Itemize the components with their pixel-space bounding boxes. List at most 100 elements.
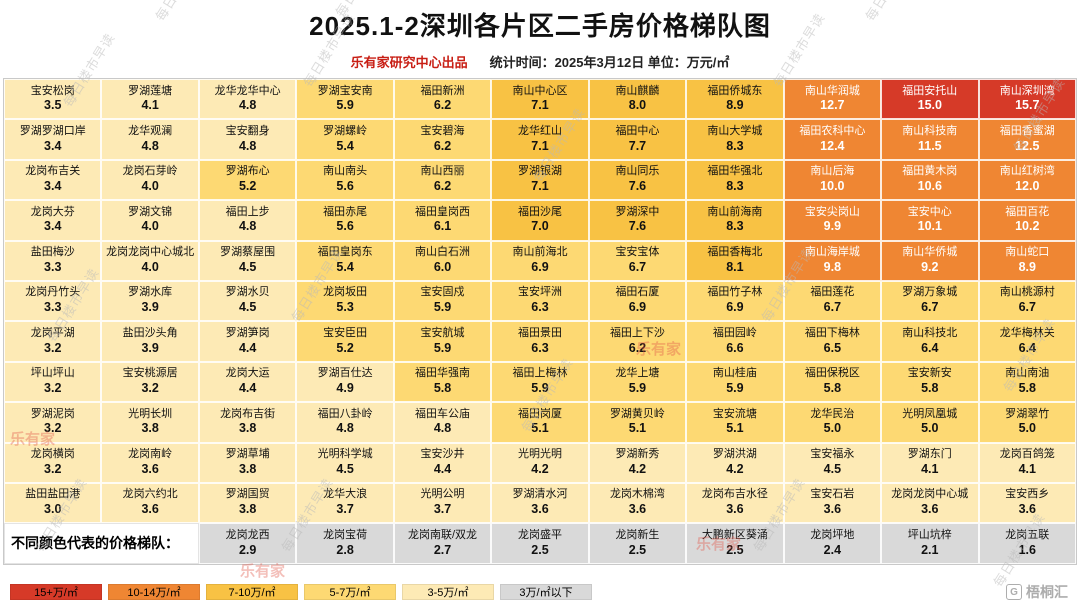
price-cell: 福田景田 6.3 xyxy=(491,321,589,362)
price-value: 12.5 xyxy=(1015,138,1040,153)
district-name: 龙华大浪 xyxy=(323,488,368,501)
district-name: 罗湖泥岗 xyxy=(30,407,75,420)
price-cell: 罗湖莲塘 4.1 xyxy=(101,79,199,120)
price-cell: 大鹏新区葵涌 2.5 xyxy=(686,523,784,564)
price-cell: 南山桂庙 5.9 xyxy=(686,361,784,403)
price-value: 7.1 xyxy=(531,138,549,153)
price-cell: 南山后海 10.0 xyxy=(783,159,882,201)
legend-chip: 7-10万/㎡ xyxy=(206,584,298,600)
district-name: 南山同乐 xyxy=(615,165,660,178)
price-value: 5.0 xyxy=(823,421,842,436)
district-name: 宝安新安 xyxy=(907,367,952,380)
district-name: 罗湖宝安南 xyxy=(317,84,373,97)
district-name: 罗湖水贝 xyxy=(225,286,270,299)
price-cell: 龙华民治 5.0 xyxy=(783,402,882,443)
price-cell: 福田八卦岭 4.8 xyxy=(296,402,394,443)
district-name: 龙岗布吉街 xyxy=(220,407,276,420)
price-cell: 南山大学城 8.3 xyxy=(686,119,784,160)
price-cell: 南山南头 5.6 xyxy=(296,159,394,201)
district-name: 宝安宝体 xyxy=(615,246,660,259)
price-cell: 龙岗平湖 3.2 xyxy=(4,321,102,362)
wutonghui-logo: G 梧桐汇 xyxy=(1006,582,1068,602)
price-cell: 福田上梅林 5.9 xyxy=(491,361,589,403)
district-name: 龙岗坂田 xyxy=(323,286,368,299)
price-value: 7.1 xyxy=(531,98,549,113)
district-name: 福田中心 xyxy=(615,124,660,137)
district-name: 罗湖万象城 xyxy=(902,286,958,299)
price-value: 6.9 xyxy=(628,300,647,315)
price-value: 4.4 xyxy=(433,461,452,476)
price-cell: 光明公明 3.7 xyxy=(393,482,492,524)
price-value: 2.4 xyxy=(823,542,842,557)
district-name: 宝安固戍 xyxy=(420,286,465,299)
price-value: 3.7 xyxy=(433,502,452,517)
price-cell: 盐田沙头角 3.9 xyxy=(101,321,199,362)
district-name: 福田下梅林 xyxy=(804,326,860,339)
price-value: 10.6 xyxy=(917,179,942,194)
district-name: 龙岗南联/双龙 xyxy=(408,528,478,541)
price-cell: 罗湖黄贝岭 5.1 xyxy=(588,402,687,443)
price-value: 8.1 xyxy=(726,259,744,274)
price-cell: 南山前海北 6.9 xyxy=(491,240,589,281)
price-cell: 龙华上塘 5.9 xyxy=(588,361,687,403)
district-name: 宝安西乡 xyxy=(1005,488,1050,501)
district-name: 龙岗龙岗中心城 xyxy=(891,488,969,501)
district-name: 龙岗六约北 xyxy=(122,488,178,501)
price-cell: 宝安西乡 3.6 xyxy=(978,482,1076,524)
price-value: 4.8 xyxy=(238,138,257,153)
price-value: 6.6 xyxy=(726,340,744,355)
price-value: 5.9 xyxy=(628,380,647,395)
district-name: 盐田盐田港 xyxy=(25,488,81,501)
price-cell: 福田安托山 15.0 xyxy=(881,79,979,120)
price-value: 3.6 xyxy=(1018,502,1036,517)
price-value: 5.6 xyxy=(336,179,354,194)
price-value: 8.3 xyxy=(726,219,744,234)
price-value: 6.7 xyxy=(921,300,939,315)
price-value: 3.6 xyxy=(141,461,159,476)
price-value: 4.9 xyxy=(336,380,354,395)
price-value: 5.1 xyxy=(531,421,549,436)
price-value: 3.6 xyxy=(628,502,647,517)
price-value: 6.2 xyxy=(433,138,452,153)
district-name: 罗湖国贸 xyxy=(225,488,270,501)
price-cell: 南山西丽 6.2 xyxy=(393,159,492,201)
district-name: 龙岗五联 xyxy=(1005,528,1050,541)
price-value: 12.0 xyxy=(1015,179,1040,194)
district-name: 福田保税区 xyxy=(804,367,860,380)
price-value: 6.2 xyxy=(628,340,647,355)
district-name: 福田百花 xyxy=(1005,205,1050,218)
price-value: 4.2 xyxy=(628,461,647,476)
price-cell: 光明长圳 3.8 xyxy=(101,402,199,443)
price-value: 5.1 xyxy=(726,421,744,436)
price-cell: 罗湖宝安南 5.9 xyxy=(296,79,394,120)
district-name: 盐田沙头角 xyxy=(122,326,178,339)
district-name: 南山前海南 xyxy=(707,205,763,218)
price-cell: 罗湖清水河 3.6 xyxy=(491,482,589,524)
price-cell: 罗湖东门 4.1 xyxy=(881,442,979,483)
district-name: 龙华上塘 xyxy=(615,367,660,380)
price-cell: 宝安坪洲 6.3 xyxy=(491,280,589,322)
price-cell: 福田香蜜湖 12.5 xyxy=(978,119,1076,160)
price-value: 3.4 xyxy=(44,138,62,153)
district-name: 宝安中心 xyxy=(907,205,952,218)
price-value: 3.2 xyxy=(44,421,62,436)
price-cell: 龙岗南联/双龙 2.7 xyxy=(393,523,492,564)
district-name: 福田莲花 xyxy=(810,286,855,299)
price-cell: 罗湖文锦 4.0 xyxy=(101,200,199,241)
price-cell: 龙岗百鸽笼 4.1 xyxy=(978,442,1076,483)
price-value: 6.7 xyxy=(628,259,647,274)
district-name: 福田香梅北 xyxy=(707,246,763,259)
district-name: 福田安托山 xyxy=(902,84,958,97)
price-cell: 福田中心 7.7 xyxy=(588,119,687,160)
price-cell: 南山华润城 12.7 xyxy=(783,79,882,120)
district-name: 宝安福永 xyxy=(810,448,855,461)
price-value: 6.9 xyxy=(726,300,744,315)
price-value: 4.8 xyxy=(141,138,159,153)
price-value: 8.0 xyxy=(628,98,647,113)
price-cell: 福田百花 10.2 xyxy=(978,200,1076,241)
tier-legend: 15+万/㎡ 10-14万/㎡ 7-10万/㎡ 5-7万/㎡ 3-5万/㎡ 3万/㎡以下 xyxy=(10,584,592,600)
district-name: 龙岗平湖 xyxy=(30,326,75,339)
price-value: 5.4 xyxy=(336,138,354,153)
price-cell: 南山白石洲 6.0 xyxy=(393,240,492,281)
price-cell: 南山红树湾 12.0 xyxy=(978,159,1076,201)
